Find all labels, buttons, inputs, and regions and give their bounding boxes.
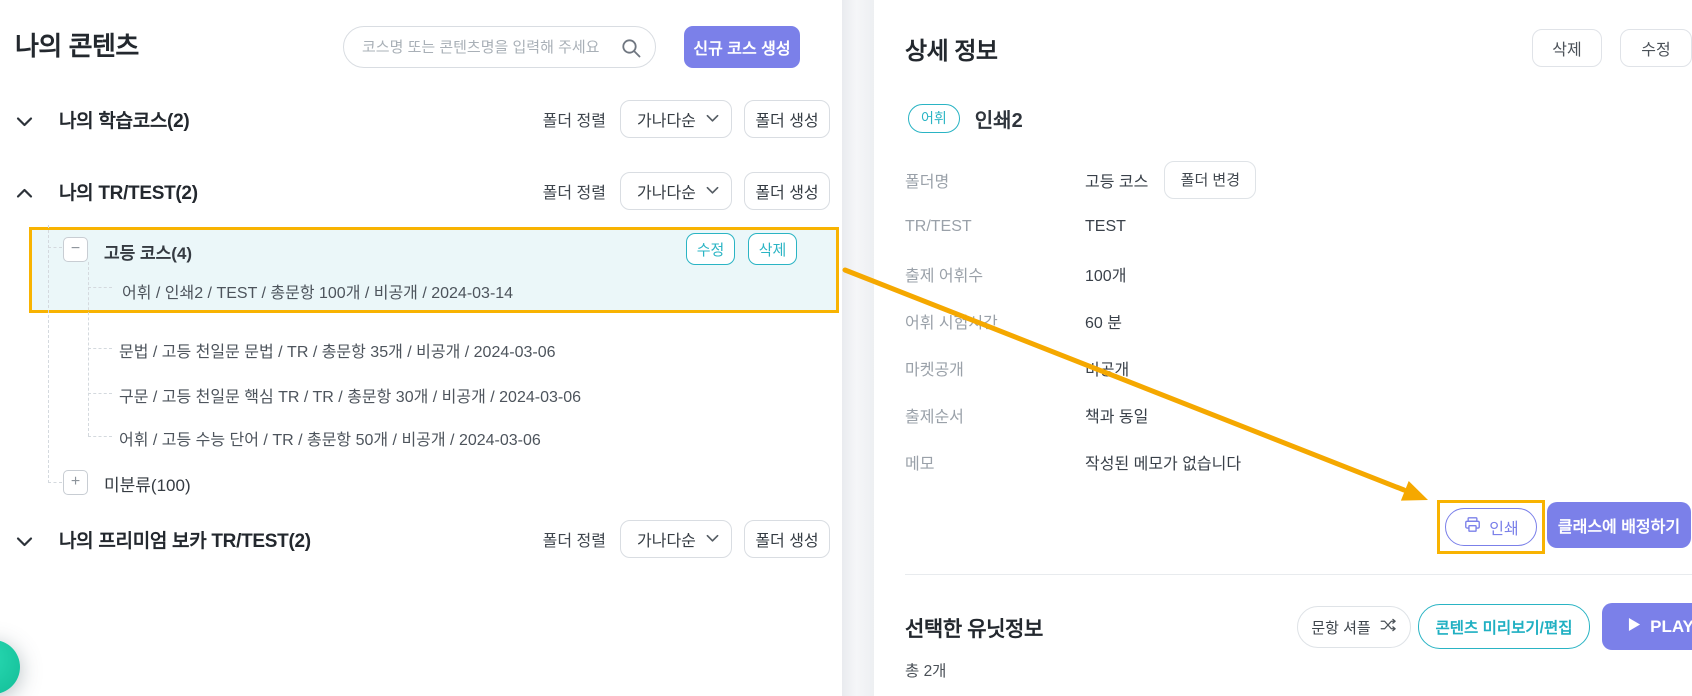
tree-line [48,247,62,248]
field-row-folder: 폴더명 고등 코스 폴더 변경 [905,156,1665,203]
section-divider [905,574,1692,575]
field-value: 책과 동일 [1085,408,1149,426]
content-list-item[interactable]: 어휘 / 인쇄2 / TEST / 총문항 100개 / 비공개 / 2024-… [122,285,514,302]
tree-line [48,482,62,483]
search-box [343,26,656,68]
sort-dropdown-value: 가나다순 [637,533,696,550]
printer-icon [1463,515,1482,539]
page-title: 나의 콘텐츠 [15,31,139,61]
field-value: TEST [1085,217,1126,235]
shuffle-questions-button[interactable]: 문항 셔플 [1297,606,1411,648]
tree-line [48,225,49,483]
panel-divider [842,0,874,696]
shuffle-button-label: 문항 셔플 [1311,619,1371,637]
detail-title: 상세 정보 [905,38,998,65]
tree-line [88,348,112,349]
chevron-down-icon [706,530,719,548]
tree-line [88,393,112,394]
collapse-folder-icon[interactable]: − [63,237,88,262]
print-button[interactable]: 인쇄 [1445,508,1537,546]
chevron-up-icon[interactable] [16,186,33,198]
expand-folder-icon[interactable]: + [63,470,88,495]
field-label: 마켓공개 [905,361,964,379]
field-label: TR/TEST [905,217,972,235]
tree-line [88,287,112,288]
play-icon [1628,617,1641,637]
play-button-label: PLAY [1650,616,1692,636]
print-button-label: 인쇄 [1489,521,1519,538]
tree-line [88,436,112,437]
detail-fields: 폴더명 고등 코스 폴더 변경 TR/TEST TEST 출제 어휘수 100개… [905,156,1665,485]
content-list-item[interactable]: 어휘 / 고등 수능 단어 / TR / 총문항 50개 / 비공개 / 202… [119,432,541,449]
detail-edit-button[interactable]: 수정 [1620,29,1692,67]
chevron-down-icon [706,110,719,128]
field-label: 메모 [905,455,935,473]
content-preview-edit-button[interactable]: 콘텐츠 미리보기/편집 [1418,604,1590,649]
section-my-learning-courses: 나의 학습코스(2) 폴더 정렬 가나다순 폴더 생성 [16,99,830,139]
folder-delete-button[interactable]: 삭제 [748,233,797,265]
field-value: 비공개 [1085,361,1130,379]
field-label: 출제순서 [905,408,964,426]
field-row-word-count: 출제 어휘수 100개 [905,250,1665,297]
shuffle-icon [1379,616,1397,638]
field-value: 100개 [1085,267,1127,285]
sort-dropdown[interactable]: 가나다순 [620,100,732,138]
field-value: 고등 코스 [1085,173,1149,191]
folder-create-button[interactable]: 폴더 생성 [744,172,830,210]
chevron-down-icon[interactable] [16,534,33,546]
folder-create-button[interactable]: 폴더 생성 [744,100,830,138]
field-value: 작성된 메모가 없습니다 [1085,455,1242,473]
tree-line [88,262,89,436]
search-icon[interactable] [619,36,643,60]
sort-dropdown[interactable]: 가나다순 [620,520,732,558]
content-list-item[interactable]: 문법 / 고등 천일문 문법 / TR / 총문항 35개 / 비공개 / 20… [119,344,556,361]
sort-dropdown[interactable]: 가나다순 [620,172,732,210]
selected-folder-highlight-box: − 고등 코스(4) 수정 삭제 어휘 / 인쇄2 / TEST / 총문항 1… [29,227,839,313]
section-label[interactable]: 나의 TR/TEST(2) [59,182,198,204]
my-contents-panel: 나의 콘텐츠 신규 코스 생성 나의 학습코스(2) 폴더 정렬 가나다순 폴더… [0,0,842,696]
folder-sort-label: 폴더 정렬 [542,113,606,130]
unclassified-folder-label[interactable]: 미분류(100) [104,476,191,495]
field-row-memo: 메모 작성된 메모가 없습니다 [905,438,1665,485]
field-value: 60 분 [1085,314,1122,332]
field-label: 어휘 시험시간 [905,314,998,332]
folder-label[interactable]: 고등 코스(4) [104,244,193,263]
folder-sort-label: 폴더 정렬 [542,185,606,202]
content-list-item[interactable]: 구문 / 고등 천일문 핵심 TR / TR / 총문항 30개 / 비공개 /… [119,389,581,406]
chevron-down-icon[interactable] [16,114,33,126]
section-label[interactable]: 나의 프리미엄 보카 TR/TEST(2) [59,530,311,552]
detail-panel: 상세 정보 삭제 수정 어휘 인쇄2 폴더명 고등 코스 폴더 변경 TR/TE… [874,0,1692,696]
sort-dropdown-value: 가나다순 [637,185,696,202]
section-my-premium-voca: 나의 프리미엄 보카 TR/TEST(2) 폴더 정렬 가나다순 폴더 생성 [16,519,830,559]
section-my-tr-test: 나의 TR/TEST(2) 폴더 정렬 가나다순 폴더 생성 [16,171,830,211]
chevron-down-icon [706,182,719,200]
field-label: 출제 어휘수 [905,267,984,285]
search-input[interactable] [344,27,655,67]
content-type-badge: 어휘 [908,103,960,133]
detail-delete-button[interactable]: 삭제 [1532,29,1602,67]
unit-total-count: 총 2개 [905,663,947,680]
unit-info-title: 선택한 유닛정보 [905,618,1043,641]
content-title: 인쇄2 [974,109,1023,132]
new-course-button[interactable]: 신규 코스 생성 [684,26,800,68]
folder-change-button[interactable]: 폴더 변경 [1164,160,1257,199]
field-row-trtest: TR/TEST TEST [905,203,1665,250]
sort-dropdown-value: 가나다순 [637,113,696,130]
field-row-order: 출제순서 책과 동일 [905,391,1665,438]
folder-create-button[interactable]: 폴더 생성 [744,520,830,558]
field-row-market: 마켓공개 비공개 [905,344,1665,391]
play-button[interactable]: PLAY [1602,603,1692,650]
field-row-test-time: 어휘 시험시간 60 분 [905,297,1665,344]
assign-to-class-button[interactable]: 클래스에 배정하기 [1547,502,1691,548]
folder-sort-label: 폴더 정렬 [542,533,606,550]
folder-edit-button[interactable]: 수정 [686,233,735,265]
chat-fab-button[interactable] [0,640,20,694]
field-label: 폴더명 [905,173,950,191]
print-button-highlight-box: 인쇄 [1437,500,1545,554]
section-label[interactable]: 나의 학습코스(2) [59,110,190,132]
